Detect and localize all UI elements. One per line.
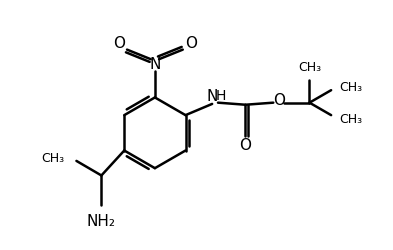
Text: CH₃: CH₃ bbox=[340, 81, 363, 94]
Text: CH₃: CH₃ bbox=[42, 152, 65, 164]
Text: O: O bbox=[239, 137, 252, 152]
Text: O: O bbox=[273, 93, 285, 108]
Text: O: O bbox=[113, 36, 125, 51]
Text: H: H bbox=[216, 89, 226, 103]
Text: NH₂: NH₂ bbox=[87, 213, 116, 228]
Text: N: N bbox=[206, 88, 218, 103]
Text: N: N bbox=[149, 56, 161, 72]
Text: CH₃: CH₃ bbox=[298, 60, 321, 74]
Text: CH₃: CH₃ bbox=[340, 112, 363, 126]
Text: O: O bbox=[185, 36, 197, 51]
